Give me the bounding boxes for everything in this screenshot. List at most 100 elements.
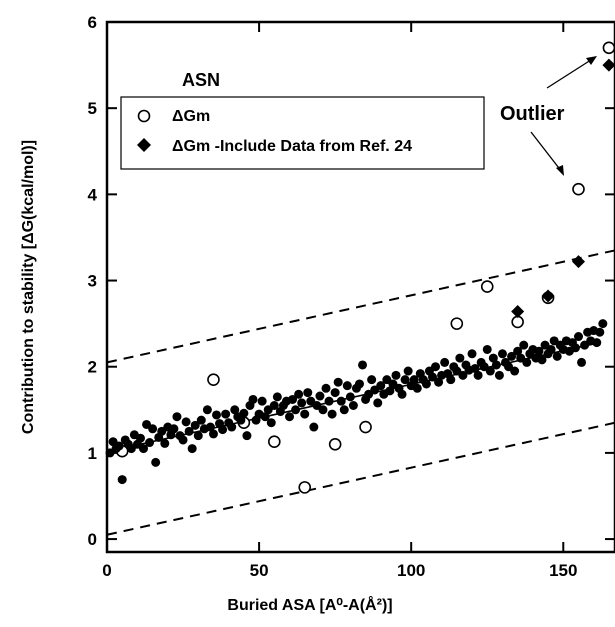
data-point-filled-circle xyxy=(330,388,340,398)
data-point-filled-circle xyxy=(114,441,124,451)
data-point-filled-circle xyxy=(218,425,228,435)
legend-open-circle-marker xyxy=(137,109,151,123)
data-point-filled-circle xyxy=(294,389,304,399)
data-point-filled-circle xyxy=(431,362,441,372)
data-point-filled-circle xyxy=(181,417,191,427)
data-point-filled-circle xyxy=(288,394,298,404)
data-point-filled-circle xyxy=(190,420,200,430)
data-point-filled-circle xyxy=(145,438,155,448)
data-point-filled-diamond xyxy=(602,58,615,72)
data-point-filled-circle xyxy=(260,412,270,422)
data-point-filled-circle xyxy=(221,409,231,419)
data-point-filled-circle xyxy=(573,332,583,342)
data-point-open-circle xyxy=(298,481,312,494)
data-point-filled-circle xyxy=(205,422,215,432)
data-point-filled-circle xyxy=(507,351,517,361)
data-point-filled-circle xyxy=(321,383,331,393)
outlier-arrow-lower-head xyxy=(556,165,564,176)
data-point-filled-circle xyxy=(248,394,258,404)
x-tick-label: 150 xyxy=(549,561,577,580)
data-point-filled-circle xyxy=(212,410,222,420)
data-point-open-circle xyxy=(572,182,585,196)
data-point-filled-circle xyxy=(257,396,267,406)
data-point-filled-circle xyxy=(400,375,410,385)
data-point-filled-circle xyxy=(172,412,182,422)
data-point-filled-circle xyxy=(440,357,450,367)
legend-box xyxy=(120,96,485,170)
data-point-filled-circle xyxy=(348,400,358,410)
outlier-arrow-lower xyxy=(530,131,563,173)
data-point-filled-circle xyxy=(148,424,158,434)
y-tick-label: 3 xyxy=(88,272,97,291)
plot-frame xyxy=(105,20,615,554)
data-point-filled-circle xyxy=(467,349,477,359)
legend-title: ASN xyxy=(182,70,220,90)
y-tick-label: 4 xyxy=(88,185,98,204)
data-point-filled-circle xyxy=(470,363,480,373)
data-point-filled-circle xyxy=(333,377,343,387)
data-point-filled-circle xyxy=(397,389,407,399)
y-axis-title: Contribution to stability [ΔG(kcal/mol)] xyxy=(20,140,37,434)
data-point-filled-circle xyxy=(236,415,246,425)
data-point-filled-circle xyxy=(327,409,337,419)
data-point-filled-circle xyxy=(345,392,355,402)
data-point-filled-circle xyxy=(324,396,334,406)
data-point-filled-circle xyxy=(184,426,194,436)
data-point-filled-circle xyxy=(409,375,419,385)
data-point-filled-circle xyxy=(491,360,501,370)
data-point-open-circle xyxy=(602,41,615,55)
data-point-filled-circle xyxy=(537,355,547,365)
data-point-open-circle xyxy=(207,373,220,386)
data-point-open-circle xyxy=(328,437,342,451)
lines-layer xyxy=(106,249,615,536)
dashed-bound-line xyxy=(106,421,615,536)
data-point-filled-circle xyxy=(598,319,608,329)
x-tick-label: 100 xyxy=(397,561,425,580)
data-point-filled-circle xyxy=(592,338,602,348)
data-point-filled-circle xyxy=(178,435,188,445)
data-point-open-circle xyxy=(450,317,464,330)
data-point-filled-circle xyxy=(458,370,468,380)
data-point-filled-circle xyxy=(421,379,431,389)
data-point-filled-circle xyxy=(309,422,319,432)
data-point-filled-circle xyxy=(169,424,179,434)
x-tick-label: 50 xyxy=(250,561,269,580)
ticks-layer: 0 50 100 150 0 1 2 3 4 5 6 xyxy=(88,13,615,580)
data-point-filled-circle xyxy=(376,381,386,391)
legend-entry-open-label: ΔGm xyxy=(172,108,210,125)
outlier-annotation: Outlier xyxy=(500,56,597,176)
data-point-filled-circle xyxy=(187,444,197,454)
data-point-filled-circle xyxy=(510,366,520,376)
points-layer xyxy=(105,41,615,494)
data-point-filled-circle xyxy=(497,349,507,359)
data-point-filled-circle xyxy=(135,433,145,443)
data-point-filled-circle xyxy=(272,392,282,402)
data-point-filled-circle xyxy=(336,396,346,406)
legend-filled-diamond-marker xyxy=(137,138,151,152)
data-point-filled-circle xyxy=(473,370,483,380)
data-point-filled-circle xyxy=(239,408,249,418)
data-point-filled-circle xyxy=(342,381,352,391)
data-point-filled-circle xyxy=(303,388,313,398)
data-point-filled-circle xyxy=(151,457,161,467)
data-point-filled-circle xyxy=(208,429,218,439)
data-point-open-circle xyxy=(480,280,494,293)
data-point-open-circle xyxy=(359,420,372,434)
data-point-filled-circle xyxy=(434,377,444,387)
data-point-filled-circle xyxy=(534,346,544,356)
x-tick-label: 0 xyxy=(102,561,111,580)
y-tick-label: 1 xyxy=(88,444,97,463)
data-point-open-circle xyxy=(268,435,281,448)
data-point-filled-circle xyxy=(513,346,523,356)
data-point-filled-circle xyxy=(315,391,325,401)
data-point-filled-circle xyxy=(519,340,529,350)
data-point-filled-circle xyxy=(546,344,556,354)
outlier-arrow-upper-head xyxy=(586,56,597,65)
data-point-filled-circle xyxy=(485,366,495,376)
y-tick-label: 2 xyxy=(88,358,97,377)
data-point-filled-circle xyxy=(552,351,562,361)
data-point-filled-circle xyxy=(427,372,437,382)
data-point-filled-circle xyxy=(358,360,368,370)
data-point-filled-circle xyxy=(488,353,498,363)
